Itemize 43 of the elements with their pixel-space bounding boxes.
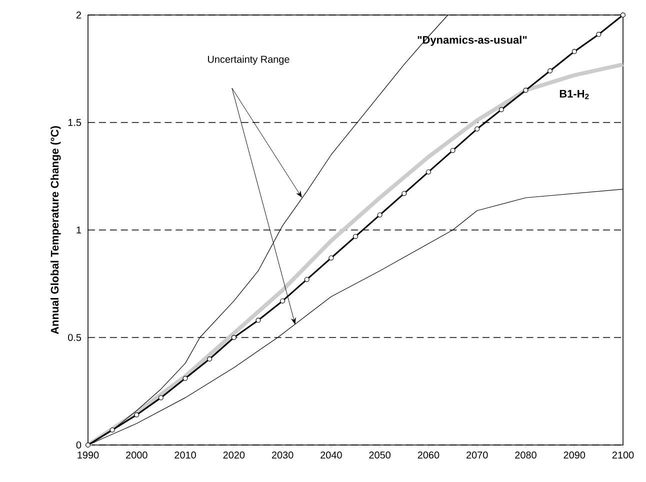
- point: [256, 318, 261, 323]
- y-tick-label: 1: [76, 226, 82, 234]
- point: [158, 395, 164, 400]
- point: [450, 148, 456, 153]
- y-tick-label: 0: [76, 441, 82, 449]
- x-tick-label: 1990: [78, 452, 99, 459]
- point: [377, 212, 382, 218]
- point: [523, 88, 528, 93]
- point: [231, 335, 236, 340]
- point: [474, 126, 480, 132]
- x-tick-label: 2040: [320, 452, 342, 459]
- point: [596, 32, 602, 37]
- x-tick-label: 2060: [418, 452, 440, 459]
- point: [402, 190, 407, 196]
- point: [353, 234, 358, 239]
- point: [280, 298, 286, 304]
- x-tick-label: 2020: [223, 452, 245, 459]
- point: [548, 68, 553, 74]
- point: [86, 442, 90, 448]
- x-tick-label: 2090: [564, 452, 586, 459]
- point: [498, 107, 504, 112]
- point: [572, 49, 577, 54]
- annotation: Uncertainty Range: [208, 56, 290, 65]
- x-tick-label: 2050: [369, 452, 391, 459]
- y-tick-label: 2: [76, 12, 81, 18]
- point: [110, 427, 115, 432]
- series-label: B1-H$_{2}$: [560, 90, 589, 100]
- x-tick-label: 2010: [174, 452, 196, 459]
- x-tick-label: 2030: [272, 452, 294, 459]
- point: [620, 12, 626, 18]
- point: [328, 255, 334, 260]
- y-axis-title: Annual Global Temperature Change (°C): [50, 126, 61, 334]
- point: [304, 276, 310, 282]
- y-tick-label: 1.5: [68, 119, 82, 126]
- x-tick-label: 2000: [126, 452, 148, 459]
- x-tick-label: 2080: [515, 452, 536, 459]
- y-tick-label: 0.5: [68, 334, 82, 342]
- point: [426, 169, 431, 174]
- point: [182, 376, 188, 381]
- point: [207, 356, 212, 362]
- x-tick-label: 2070: [466, 452, 488, 459]
- point: [134, 412, 140, 418]
- x-tick-label: 2100: [612, 452, 634, 459]
